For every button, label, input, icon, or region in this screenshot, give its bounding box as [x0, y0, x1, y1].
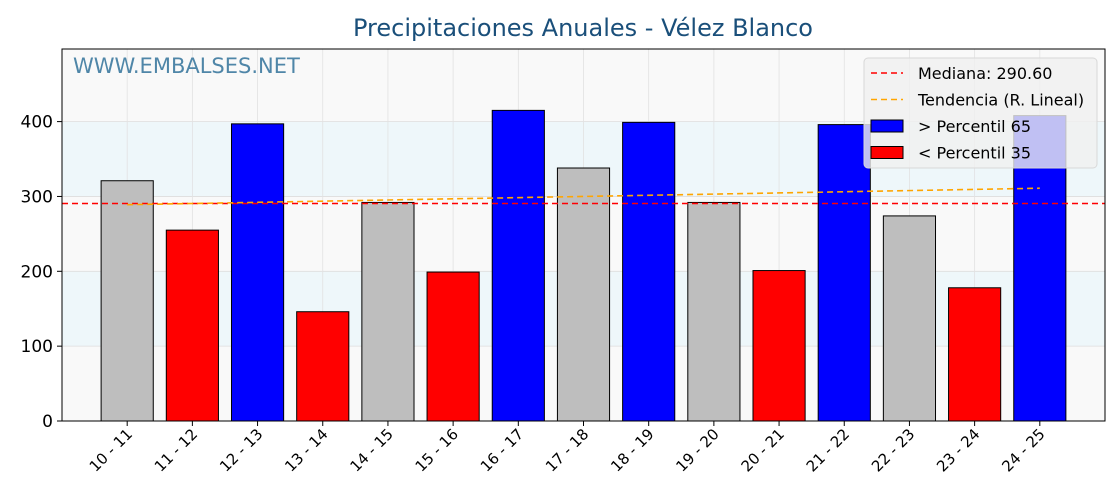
bar-10-11 [100, 180, 154, 422]
bar-22-23 [882, 215, 937, 422]
x-tick-label: 23 - 24 [933, 425, 983, 475]
bar-21-22 [817, 124, 871, 422]
bar-23-24 [948, 287, 1002, 422]
x-tick-label: 21 - 22 [803, 425, 853, 475]
chart-title: Precipitaciones Anuales - Vélez Blanco [353, 14, 813, 42]
y-tick-label: 400 [21, 113, 53, 133]
bar-16-17 [491, 109, 545, 422]
x-tick-label: 13 - 14 [281, 425, 331, 475]
x-tick-label: 17 - 18 [542, 425, 592, 475]
legend: Mediana: 290.60 Tendencia (R. Lineal) > P… [863, 57, 1098, 169]
legend-label: < Percentil 35 [918, 144, 1031, 163]
bar-14-15 [361, 201, 415, 422]
legend-patch-swatch [870, 119, 904, 133]
legend-label: Mediana: 290.60 [918, 64, 1052, 83]
bar-13-14 [296, 311, 350, 422]
x-tick-label: 12 - 13 [216, 425, 266, 475]
bar-19-20 [687, 201, 741, 422]
y-tick-label: 100 [21, 337, 53, 357]
x-tick-label: 11 - 12 [151, 425, 201, 475]
bar-15-16 [426, 271, 480, 422]
x-tick-label: 14 - 15 [346, 425, 396, 475]
x-tick-label: 24 - 25 [998, 425, 1048, 475]
bar-12-13 [230, 123, 285, 422]
x-tick-label: 16 - 17 [477, 425, 527, 475]
legend-patch-swatch [870, 146, 904, 159]
y-tick-label: 300 [21, 187, 53, 207]
x-tick-label: 19 - 20 [672, 425, 722, 475]
y-tick-label: 0 [42, 412, 53, 432]
trend-line [127, 187, 1040, 206]
x-tick-label: 10 - 11 [86, 425, 136, 475]
y-tick-label: 200 [21, 262, 53, 282]
bar-11-12 [165, 229, 219, 422]
x-tick-label: 20 - 21 [738, 425, 788, 475]
legend-label: > Percentil 65 [918, 117, 1031, 136]
bar-20-21 [752, 270, 806, 422]
x-tick-label: 22 - 23 [868, 425, 918, 475]
x-tick-label: 18 - 19 [607, 425, 657, 475]
watermark: WWW.EMBALSES.NET [73, 54, 300, 78]
legend-box [863, 57, 1098, 169]
bar-17-18 [556, 167, 611, 422]
bar-18-19 [622, 121, 676, 422]
legend-label: Tendencia (R. Lineal) [917, 91, 1084, 110]
x-tick-label: 15 - 16 [412, 425, 462, 475]
